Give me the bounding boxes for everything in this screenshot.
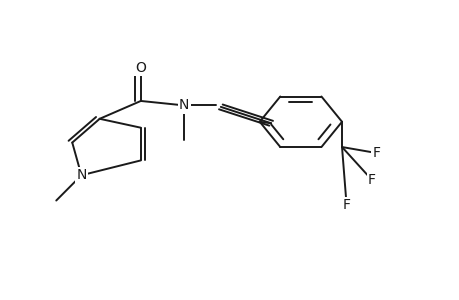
Text: F: F (342, 198, 350, 212)
Text: F: F (367, 173, 375, 187)
Text: N: N (76, 168, 86, 182)
Text: F: F (371, 146, 380, 160)
Text: N: N (179, 98, 189, 112)
Text: O: O (135, 61, 146, 75)
